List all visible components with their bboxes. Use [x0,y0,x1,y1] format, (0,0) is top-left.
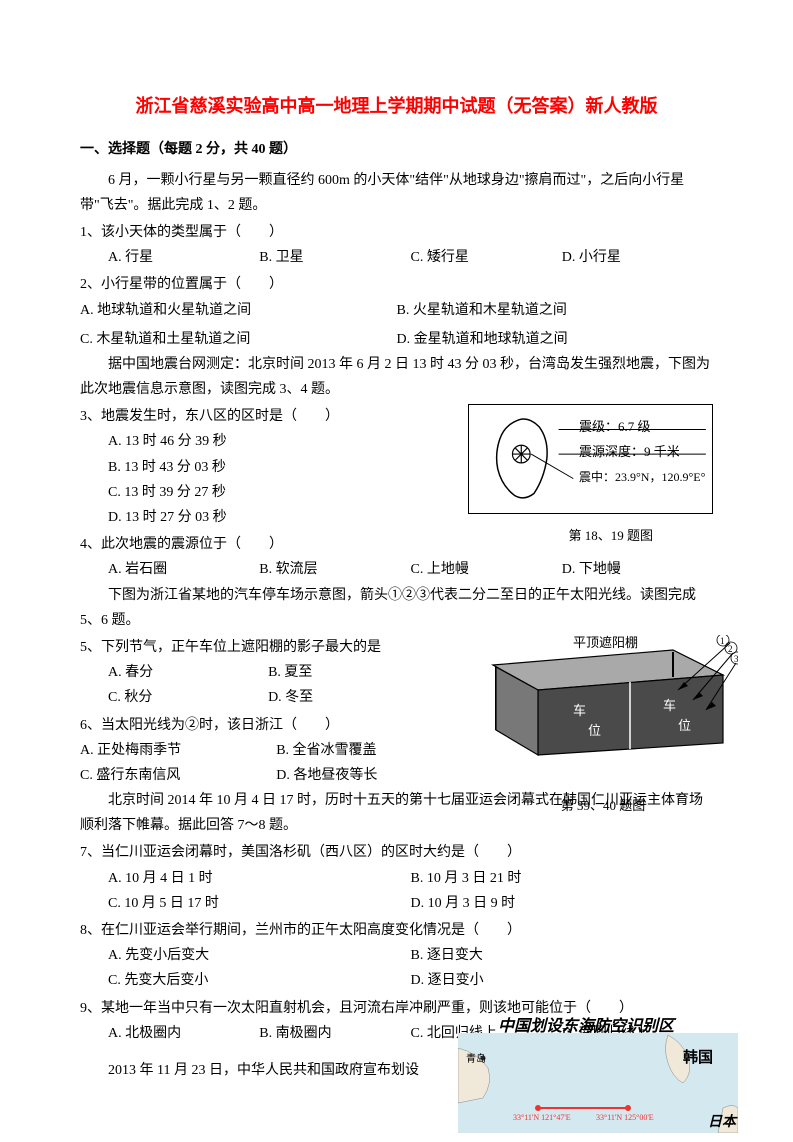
map-coord1: 33°11'N 121°47'E [513,1111,571,1125]
roof-label: 平顶遮阳棚 [573,635,638,650]
page-title: 浙江省慈溪实验高中高一地理上学期期中试题（无答案）新人教版 [80,90,713,122]
map-figure: 中国划设东海防空识别区 韩国 青岛 33°11'N 121°47'E 33°11… [458,1013,738,1133]
svg-text:2: 2 [728,644,733,654]
map-coord2: 33°11'N 125°00'E [596,1111,654,1125]
svg-text:位: 位 [678,718,691,733]
q9-a: A. 北极圈内 [108,1021,259,1046]
q5-b: B. 夏至 [268,660,428,685]
intro-1: 6 月，一颗小行星与另一颗直径约 600m 的小天体"结伴"从地球身边"擦肩而过… [80,168,713,218]
fig1-epicenter: 震中：23.9°N，120.9°E° [579,467,705,489]
q6-d: D. 各地昼夜等长 [276,763,472,788]
q8-d: D. 逐日变小 [411,968,714,993]
question-1: 1、该小天体的类型属于（ ） [80,220,713,245]
q7-c: C. 10 月 5 日 17 时 [108,891,411,916]
q4-c: C. 上地幔 [411,557,562,582]
q1-options: A. 行星 B. 卫星 C. 矮行星 D. 小行星 [80,245,713,270]
q7-a: A. 10 月 4 日 1 时 [108,866,411,891]
q8-c: C. 先变大后变小 [108,968,411,993]
intro-2: 据中国地震台网测定：北京时间 2013 年 6 月 2 日 13 时 43 分 … [80,352,713,402]
svg-text:3: 3 [734,654,738,664]
fig1-caption: 第 18、19 题图 [568,524,653,547]
parking-svg: 车 位 车 位 1 2 3 平顶遮阳棚 [478,635,738,785]
map-title: 中国划设东海防空识别区 [498,1013,674,1042]
q4-a: A. 岩石圈 [108,557,259,582]
q8-options: A. 先变小后变大 B. 逐日变大 C. 先变大后变小 D. 逐日变小 [80,943,713,993]
intro-3: 下图为浙江省某地的汽车停车场示意图，箭头①②③代表二分二至日的正午太阳光线。读图… [80,583,713,633]
fig2-caption: 第 39、40 题图 [478,794,728,817]
q7-b: B. 10 月 3 日 21 时 [411,866,714,891]
q1-b: B. 卫星 [259,245,410,270]
question-8: 8、在仁川亚运会举行期间，兰州市的正午太阳高度变化情况是（ ） [80,918,713,943]
q6-options: A. 正处梅雨季节 B. 全省冰雪覆盖 C. 盛行东南信风 D. 各地昼夜等长 [80,738,472,788]
spot1-text: 车 [573,703,586,718]
q6-a: A. 正处梅雨季节 [80,738,276,763]
fig1-magnitude: 震级：6.7 级 [579,415,651,438]
q4-options: A. 岩石圈 B. 软流层 C. 上地幔 D. 下地幔 [80,557,713,582]
svg-text:1: 1 [720,636,725,646]
q7-d: D. 10 月 3 日 9 时 [411,891,714,916]
q1-a: A. 行星 [108,245,259,270]
figure-1: 震级：6.7 级 震源深度：9 千米 震中：23.9°N，120.9°E° [468,404,713,514]
q2-c: C. 木星轨道和土星轨道之间 [80,327,397,352]
spot2-text: 车 [663,698,676,713]
q9-b: B. 南极圈内 [259,1021,410,1046]
q2-options-2: C. 木星轨道和土星轨道之间 D. 金星轨道和地球轨道之间 [80,327,713,352]
fig1-depth: 震源深度：9 千米 [579,440,680,463]
q4-d: D. 下地幔 [562,557,713,582]
q2-b: B. 火星轨道和木星轨道之间 [397,298,714,323]
q6-b: B. 全省冰雪覆盖 [276,738,472,763]
q5-options: A. 春分 B. 夏至 C. 秋分 D. 冬至 [80,660,428,710]
q2-d: D. 金星轨道和地球轨道之间 [397,327,714,352]
q8-b: B. 逐日变大 [411,943,714,968]
svg-text:位: 位 [588,723,601,738]
q1-c: C. 矮行星 [411,245,562,270]
q4-b: B. 软流层 [259,557,410,582]
section-title: 一、选择题（每题 2 分，共 40 题） [80,137,713,162]
q1-d: D. 小行星 [562,245,713,270]
q5-c: C. 秋分 [108,685,268,710]
q7-options: A. 10 月 4 日 1 时 B. 10 月 3 日 21 时 C. 10 月… [80,866,713,916]
q5-q6-wrapper: 车 位 车 位 1 2 3 平顶遮阳棚 第 39、40 题图 5、下列节气，正午… [80,635,713,788]
map-qingdao: 青岛 [466,1051,486,1069]
intro5-wrapper: 2013 年 11 月 23 日，中华人民共和国政府宣布划设 中国划设东海防空识… [80,1058,713,1083]
q8-a: A. 先变小后变大 [108,943,411,968]
map-korea: 韩国 [683,1045,713,1072]
q2-options: A. 地球轨道和火星轨道之间 B. 火星轨道和木星轨道之间 [80,298,713,323]
q5-a: A. 春分 [108,660,268,685]
question-7: 7、当仁川亚运会闭幕时，美国洛杉矶（西八区）的区时大约是（ ） [80,840,713,865]
q5-d: D. 冬至 [268,685,428,710]
q3-q4-wrapper: 震级：6.7 级 震源深度：9 千米 震中：23.9°N，120.9°E° 3、… [80,404,713,530]
figure-2: 车 位 车 位 1 2 3 平顶遮阳棚 第 39、40 题图 [478,635,728,818]
q6-c: C. 盛行东南信风 [80,763,276,788]
q2-a: A. 地球轨道和火星轨道之间 [80,298,397,323]
map-japan: 日本 [708,1110,736,1135]
question-2: 2、小行星带的位置属于（ ） [80,272,713,297]
